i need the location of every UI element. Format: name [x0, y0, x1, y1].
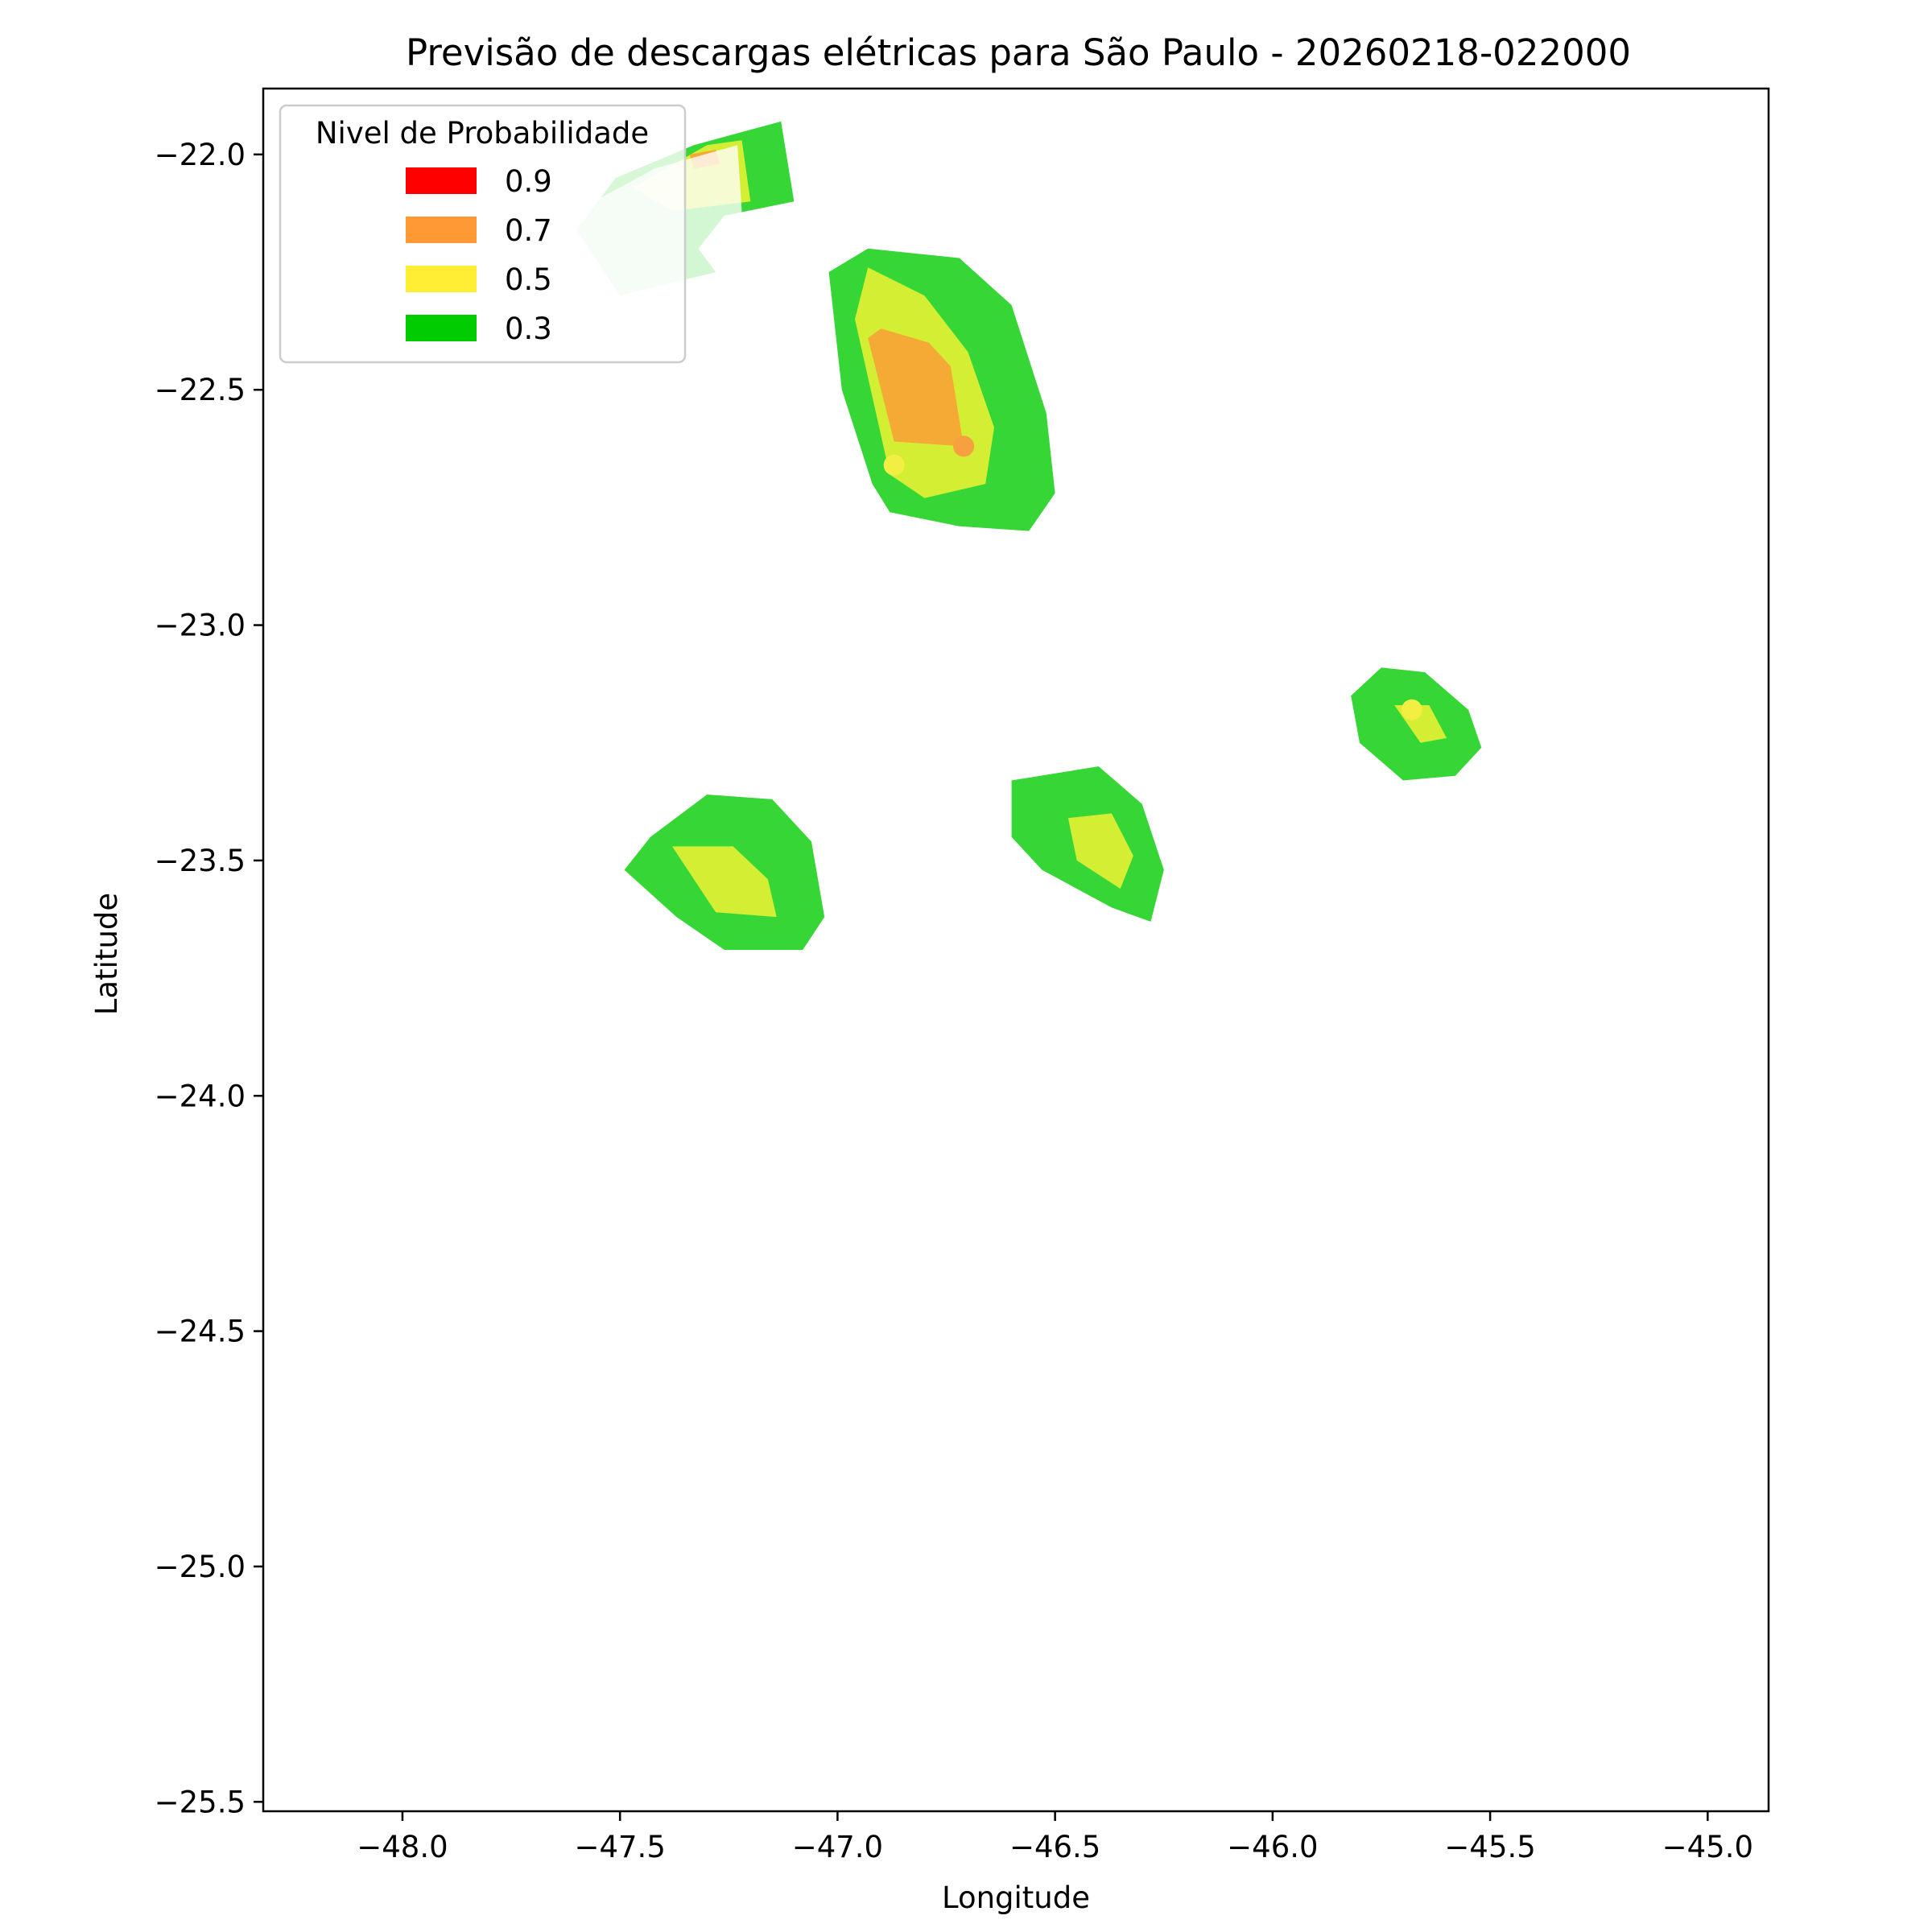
x-tick-label: −45.5	[1444, 1830, 1535, 1864]
y-tick-label: −22.0	[155, 138, 246, 172]
contour-region-05-7	[672, 846, 777, 918]
legend-label: 0.7	[505, 213, 552, 248]
legend-title: Nivel de Probabilidade	[316, 116, 649, 151]
legend-swatch	[406, 266, 477, 292]
x-axis: −48.0 −47.5 −47.0 −46.5 −46.0 −45.5 −45.0	[357, 1811, 1753, 1864]
y-tick-label: −24.5	[155, 1315, 246, 1349]
contour-region-07-2	[868, 328, 964, 447]
contour-region-05-9	[1067, 813, 1133, 889]
x-tick-label: −47.0	[792, 1830, 883, 1864]
legend-swatch	[406, 217, 477, 243]
y-tick-label: −23.5	[155, 844, 246, 878]
contour-markers	[883, 436, 1422, 720]
y-tick-label: −24.0	[155, 1079, 246, 1113]
marker-point-1	[883, 454, 905, 476]
x-tick-label: −46.5	[1009, 1830, 1100, 1864]
legend-frame	[279, 104, 687, 364]
legend-swatch	[406, 315, 477, 341]
legend-entries: 0.9 0.7 0.5 0.3	[406, 164, 552, 346]
y-axis: −22.0 −22.5 −23.0 −23.5 −24.0 −24.5 −25.0 −25.5	[155, 138, 263, 1819]
x-axis-label: Longitude	[942, 1880, 1090, 1915]
x-tick-label: −48.0	[357, 1830, 448, 1864]
x-tick-label: −46.0	[1227, 1830, 1318, 1864]
legend-label: 0.9	[505, 164, 552, 199]
y-tick-label: −22.5	[155, 373, 246, 407]
legend: Nivel de Probabilidade 0.9 0.7 0.5 0.3	[279, 104, 687, 364]
legend-label: 0.3	[505, 312, 552, 346]
x-tick-label: −45.0	[1662, 1830, 1753, 1864]
legend-label: 0.5	[505, 262, 552, 297]
contour-regions	[563, 121, 1482, 950]
y-axis-label: Latitude	[89, 893, 124, 1015]
legend-swatch	[406, 167, 477, 194]
marker-point-0	[953, 436, 975, 457]
y-tick-label: −25.5	[155, 1785, 246, 1819]
chart-title: Previsão de descargas elétricas para São…	[406, 31, 1631, 74]
y-tick-label: −23.0	[155, 609, 246, 643]
marker-point-2	[1401, 699, 1422, 720]
plot-frame	[262, 87, 1770, 1813]
x-tick-label: −47.5	[574, 1830, 665, 1864]
y-tick-label: −25.0	[155, 1550, 246, 1584]
